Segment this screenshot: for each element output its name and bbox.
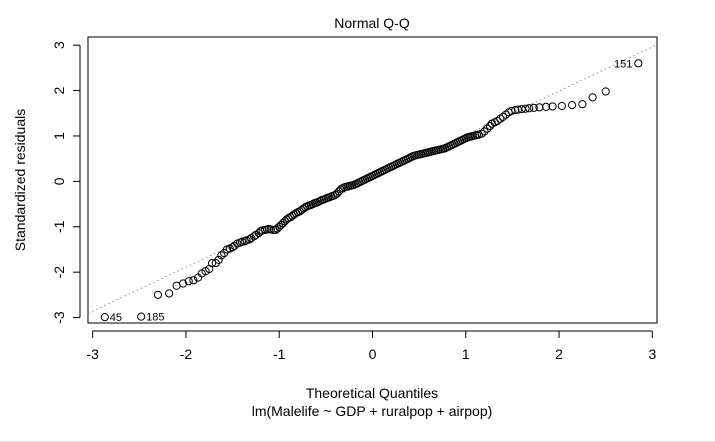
data-point xyxy=(480,127,489,136)
data-point xyxy=(601,87,610,96)
y-tick-label: 1 xyxy=(51,132,67,140)
data-point xyxy=(483,124,492,133)
y-tick-label: 3 xyxy=(51,41,67,49)
x-tick-label: 0 xyxy=(369,346,377,362)
data-point xyxy=(137,312,146,321)
chart-subtitle: lm(Malelife ~ GDP + ruralpop + airpop) xyxy=(252,403,493,419)
data-point xyxy=(529,103,538,112)
data-point xyxy=(501,110,510,119)
data-point xyxy=(557,101,566,111)
x-tick-label: 2 xyxy=(555,346,563,362)
data-point xyxy=(214,255,223,264)
data-point xyxy=(521,104,530,113)
data-point xyxy=(578,100,587,109)
data-point xyxy=(179,279,188,288)
data-point xyxy=(100,312,109,322)
data-point xyxy=(525,104,534,113)
x-tick-label: 3 xyxy=(648,346,656,362)
y-tick-label: 0 xyxy=(51,177,67,185)
y-axis: -3 -2 -1 0 1 2 3 xyxy=(51,41,81,324)
point-label-45: 45 xyxy=(110,312,122,324)
point-label-185: 185 xyxy=(146,312,164,324)
data-point xyxy=(541,102,551,112)
x-tick-label: -2 xyxy=(180,346,193,362)
data-point xyxy=(535,103,544,112)
data-point xyxy=(498,112,508,121)
y-tick-label: -2 xyxy=(51,266,67,279)
data-point xyxy=(184,277,193,286)
data-point xyxy=(165,289,174,298)
data-point xyxy=(493,116,502,126)
y-tick-label: -1 xyxy=(51,220,67,233)
points-layer xyxy=(100,59,643,322)
x-axis-title: Theoretical Quantiles xyxy=(306,385,438,401)
data-point xyxy=(477,129,486,138)
x-tick-label: -3 xyxy=(86,346,99,362)
x-tick-label: -1 xyxy=(273,346,286,362)
point-labels: 45 185 151 xyxy=(110,58,633,324)
data-point xyxy=(237,237,247,246)
data-point xyxy=(266,225,275,234)
data-point xyxy=(189,276,198,285)
x-tick-label: 1 xyxy=(462,346,470,362)
data-point xyxy=(153,290,163,299)
data-point xyxy=(568,100,577,110)
y-tick-label: 2 xyxy=(51,86,67,94)
chart-title: Normal Q-Q xyxy=(334,15,410,31)
data-point xyxy=(207,258,217,268)
data-point xyxy=(217,251,226,260)
data-point xyxy=(548,102,557,111)
data-point xyxy=(588,93,597,102)
point-label-151: 151 xyxy=(614,58,632,70)
reference-line xyxy=(87,44,658,314)
y-axis-title: Standardized residuals xyxy=(12,109,28,251)
plot-frame xyxy=(87,36,658,324)
y-tick-label: -3 xyxy=(51,311,67,324)
data-point xyxy=(634,59,643,68)
x-axis: -3 -2 -1 0 1 2 3 xyxy=(86,330,656,362)
data-point xyxy=(511,105,520,115)
